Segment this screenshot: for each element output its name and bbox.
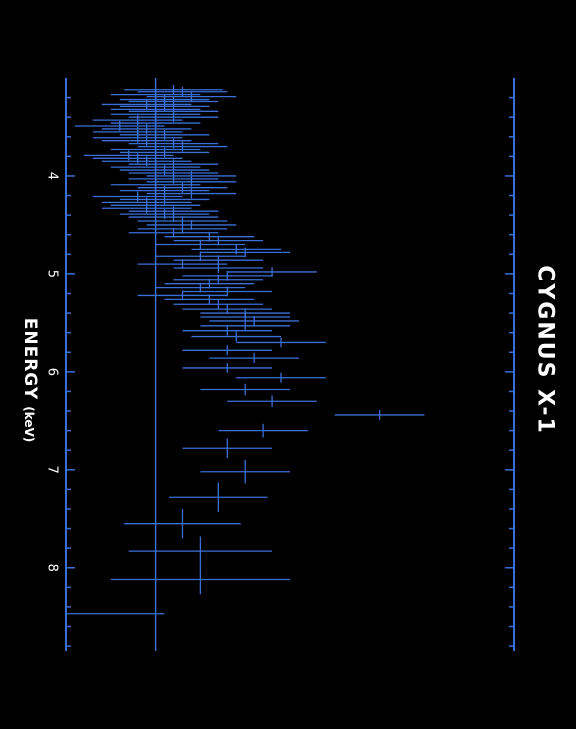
x-tick-label: 7 (45, 466, 60, 474)
data-point (200, 384, 290, 396)
data-point (236, 338, 326, 348)
data-point (174, 299, 264, 309)
data-point (236, 373, 326, 383)
x-tick-label: 6 (45, 368, 60, 376)
data-point (182, 326, 272, 336)
data-points (66, 85, 424, 629)
chart-title: CYGNUS X-1 (533, 265, 558, 435)
x-axis-label-text: ENERGY (20, 318, 40, 400)
tick-labels: 4 5 6 7 8 (45, 172, 60, 572)
data-point (200, 321, 290, 331)
data-point (129, 536, 272, 565)
data-point (182, 438, 272, 458)
data-point (218, 424, 308, 438)
x-axis-label: ENERGY (keV) (20, 318, 40, 443)
data-point (124, 85, 223, 95)
data-point (66, 599, 165, 628)
data-point (191, 332, 281, 342)
data-point (209, 353, 299, 363)
x-tick-label: 5 (45, 270, 60, 278)
data-point (169, 483, 268, 512)
data-point (124, 509, 240, 538)
data-point (200, 460, 290, 484)
data-point (227, 395, 317, 407)
x-axis-unit: (keV) (22, 406, 36, 442)
x-tick-label: 4 (45, 172, 60, 180)
data-point (111, 565, 290, 594)
data-point (335, 410, 425, 420)
data-point (182, 363, 272, 373)
x-tick-label: 8 (45, 564, 60, 572)
data-point (182, 345, 272, 355)
